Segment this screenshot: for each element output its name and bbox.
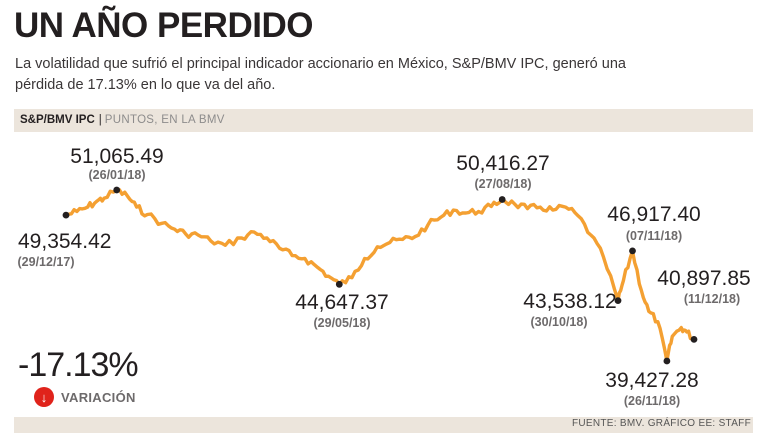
index-name: S&P/BMV IPC <box>20 114 95 126</box>
variation-row: ↓ VARIACIÓN <box>34 387 136 407</box>
annotation-value: 40,897.85 <box>657 267 750 290</box>
variation-value: -17.13% <box>18 346 139 384</box>
annotation-date: (30/10/18) <box>531 315 588 329</box>
chart-header-label: S&P/BMV IPC | PUNTOS, EN LA BMV <box>20 112 225 129</box>
subtitle: La volatilidad que sufrió el principal i… <box>15 56 626 93</box>
source-credit: FUENTE: BMV. GRÁFICO EE: STAFF <box>571 418 751 429</box>
annotation-date: (27/08/18) <box>475 177 532 191</box>
annotation-date: (29/12/17) <box>18 255 75 269</box>
annotation-point <box>335 280 343 288</box>
annotation-value: 46,917.40 <box>607 203 700 226</box>
annotation-value: 43,538.12 <box>523 290 616 313</box>
annotation-point <box>62 211 70 219</box>
annotation-date: (07/11/18) <box>626 229 682 243</box>
annotation-point <box>113 186 121 194</box>
page-title: UN AÑO PERDIDO <box>14 6 313 45</box>
annotation-value: 44,647.37 <box>295 291 388 314</box>
footer-band <box>14 417 753 433</box>
annotation-value: 39,427.28 <box>605 369 698 392</box>
annotation-date: (26/11/18) <box>624 394 680 408</box>
annotation-point <box>614 297 622 304</box>
arrow-down-icon: ↓ <box>34 387 54 407</box>
ipc-series-line <box>64 188 696 363</box>
unit-label: PUNTOS, EN LA BMV <box>104 114 225 126</box>
annotation-value: 51,065.49 <box>70 145 163 168</box>
annotation-point <box>629 247 636 255</box>
annotation-value: 50,416.27 <box>456 152 549 175</box>
annotation-date: (11/12/18) <box>684 292 740 306</box>
annotation-point <box>498 196 506 203</box>
variation-label: VARIACIÓN <box>61 389 136 405</box>
chart-header-band <box>14 109 753 132</box>
band-separator: | <box>98 114 102 126</box>
annotation-date: (26/01/18) <box>89 168 146 182</box>
annotation-point <box>663 357 671 365</box>
annotation-point <box>690 336 698 343</box>
annotation-value: 49,354.42 <box>18 230 111 253</box>
annotation-date: (29/05/18) <box>314 316 371 330</box>
